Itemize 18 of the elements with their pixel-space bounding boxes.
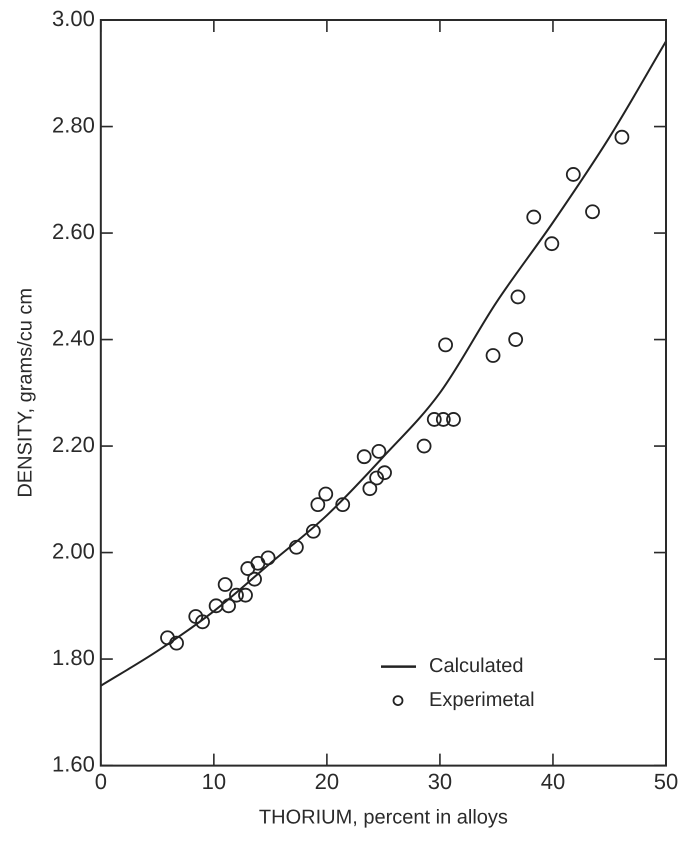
x-tick-label: 40 — [540, 768, 566, 794]
y-tick-label: 2.20 — [52, 432, 95, 458]
legend-label: Calculated — [429, 655, 524, 678]
x-tick-label: 50 — [654, 768, 678, 794]
x-axis-title: THORIUM, percent in alloys — [258, 806, 508, 829]
legend-label: Experimetal — [429, 689, 535, 712]
x-tick-label: 0 — [94, 768, 107, 794]
y-tick-label: 2.60 — [52, 219, 95, 244]
y-tick-label: 2.40 — [52, 326, 95, 351]
y-axis-title: DENSITY, grams/cu cm — [14, 288, 37, 498]
y-tick-label: 1.60 — [52, 752, 95, 777]
x-tick-label: 30 — [428, 768, 452, 794]
y-tick-label: 1.80 — [52, 645, 95, 670]
x-tick-label: 20 — [314, 768, 340, 794]
y-tick-label: 2.00 — [52, 538, 95, 564]
y-tick-label: 3.00 — [52, 6, 95, 32]
y-tick-label: 2.80 — [52, 112, 95, 138]
x-tick-label: 10 — [202, 768, 226, 794]
